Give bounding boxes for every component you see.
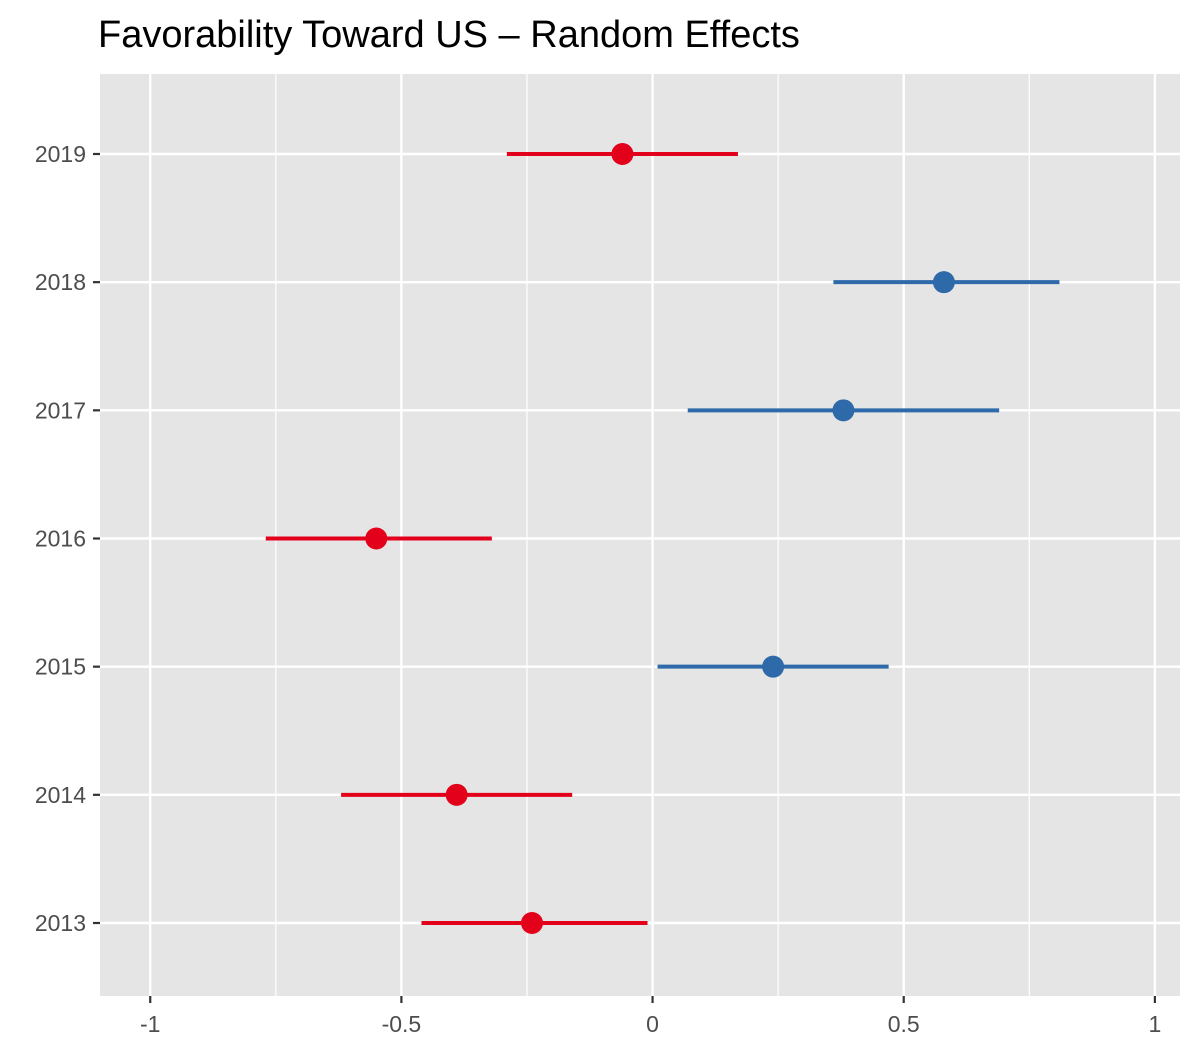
y-tick-label: 2019 xyxy=(35,141,86,167)
axis-ticks xyxy=(93,152,1156,1003)
y-tick-label: 2013 xyxy=(35,910,86,936)
y-axis-labels: 2013 2014 2015 2016 2017 2018 2019 xyxy=(35,141,86,936)
x-tick-label: 0 xyxy=(646,1011,659,1037)
y-tick-label: 2017 xyxy=(35,397,86,423)
chart-title: Favorability Toward US – Random Effects xyxy=(98,14,800,56)
point-2015 xyxy=(762,655,785,678)
x-tick-label: 0.5 xyxy=(888,1011,920,1037)
y-tick-label: 2016 xyxy=(35,526,86,552)
x-tick-label: -1 xyxy=(140,1011,160,1037)
point-2013 xyxy=(521,912,543,934)
x-tick-label: 1 xyxy=(1148,1011,1161,1037)
data-marks xyxy=(265,143,1060,934)
point-2019 xyxy=(611,143,634,165)
point-2017 xyxy=(832,399,855,422)
y-tick-label: 2018 xyxy=(35,269,86,295)
y-tick-label: 2014 xyxy=(35,782,86,808)
point-2014 xyxy=(445,783,468,806)
point-2018 xyxy=(932,271,955,294)
point-2016 xyxy=(365,527,388,550)
minor-gridlines xyxy=(275,74,1030,996)
y-tick-label: 2015 xyxy=(35,654,86,680)
x-axis-labels: -1 -0.5 0 0.5 1 xyxy=(140,1011,1161,1037)
x-tick-label: -0.5 xyxy=(382,1011,422,1037)
plot-panel xyxy=(100,74,1180,996)
